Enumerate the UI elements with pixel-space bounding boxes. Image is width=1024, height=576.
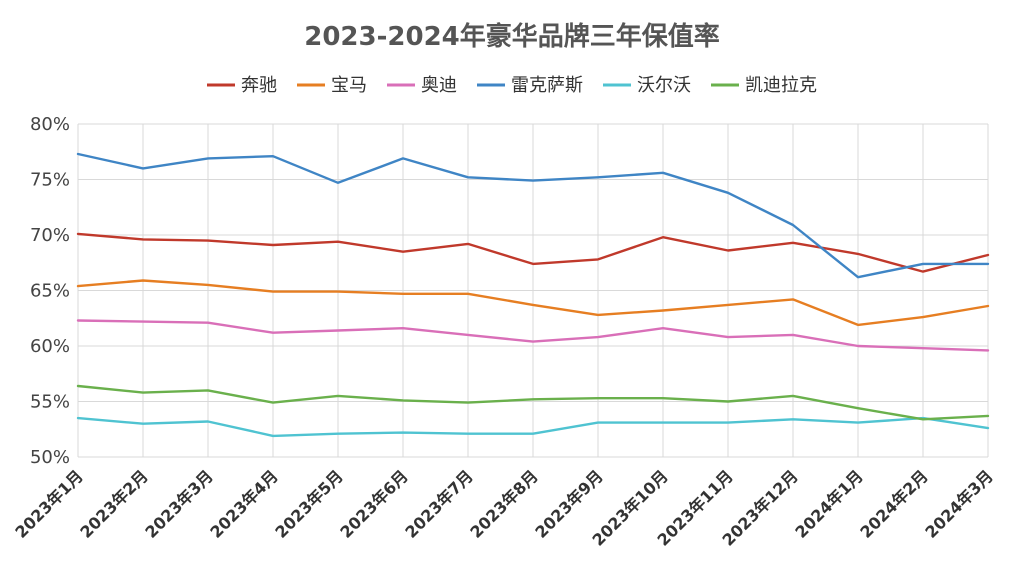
x-tick-label: 2023年8月: [466, 466, 541, 541]
series-line-1: [76, 279, 990, 327]
y-axis: 50% 55% 60% 65% 70% 75% 80%: [30, 114, 70, 468]
legend-label: 宝马: [331, 75, 367, 96]
legend-item: 奥迪: [387, 75, 457, 96]
y-tick-label: 50%: [30, 447, 70, 468]
x-tick-label: 2023年3月: [141, 466, 216, 541]
chart-title: 2023-2024年豪华品牌三年保值率: [304, 21, 720, 52]
legend-item: 宝马: [297, 75, 367, 96]
legend-item: 奔驰: [207, 75, 277, 96]
x-axis: 2023年1月2023年2月2023年3月2023年4月2023年5月2023年…: [11, 466, 996, 549]
x-tick-label: 2023年7月: [401, 466, 476, 541]
legend-item: 雷克萨斯: [477, 75, 583, 96]
x-tick-label: 2023年4月: [206, 466, 281, 541]
legend-item: 凯迪拉克: [711, 75, 817, 96]
legend-label: 奥迪: [421, 75, 457, 96]
y-tick-label: 75%: [30, 170, 70, 191]
series-line-0: [76, 232, 990, 273]
x-tick-label: 2024年1月: [791, 466, 866, 541]
legend-item: 沃尔沃: [603, 75, 691, 96]
legend-label: 凯迪拉克: [745, 75, 817, 96]
series-line-5: [76, 384, 990, 421]
y-tick-label: 70%: [30, 225, 70, 246]
legend-label: 沃尔沃: [637, 75, 691, 96]
legend: 奔驰 宝马 奥迪 雷克萨斯 沃尔沃 凯迪拉克: [207, 75, 817, 96]
legend-label: 奔驰: [241, 75, 277, 96]
x-tick-label: 2023年1月: [11, 466, 86, 541]
legend-label: 雷克萨斯: [511, 75, 583, 96]
series-group: [76, 152, 990, 438]
series-line-4: [76, 416, 990, 438]
y-tick-label: 55%: [30, 392, 70, 413]
x-tick-label: 2023年2月: [76, 466, 151, 541]
y-tick-label: 65%: [30, 281, 70, 302]
y-tick-label: 60%: [30, 336, 70, 357]
x-tick-label: 2023年5月: [271, 466, 346, 541]
x-tick-label: 2024年2月: [856, 466, 931, 541]
y-tick-label: 80%: [30, 114, 70, 135]
x-tick-label: 2023年6月: [336, 466, 411, 541]
series-line-2: [76, 319, 990, 352]
x-tick-label: 2024年3月: [921, 466, 996, 541]
series-line-3: [76, 152, 990, 279]
